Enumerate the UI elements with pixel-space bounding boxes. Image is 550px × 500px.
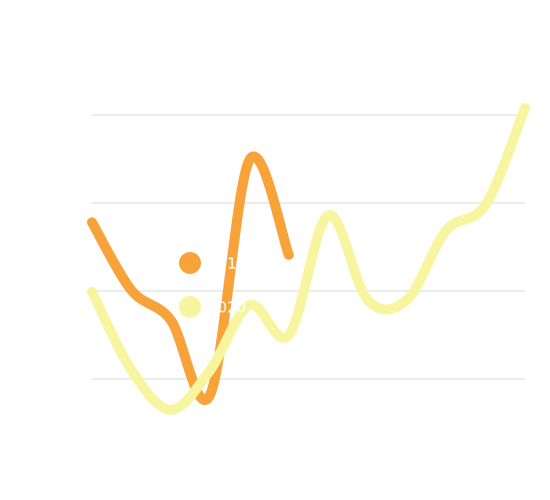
legend-marker: [179, 296, 201, 318]
legend-label: 2019: [208, 255, 246, 273]
series-line: [87, 151, 294, 405]
series-line: [87, 102, 530, 415]
legend-label: 2020: [208, 299, 246, 317]
legend-marker: [179, 252, 201, 274]
